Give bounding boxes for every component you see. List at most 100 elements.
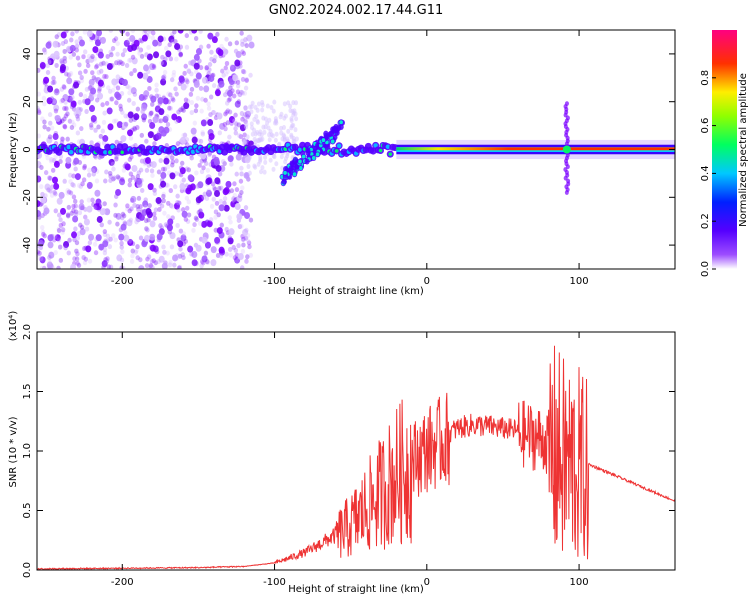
heatmap-blob — [208, 74, 215, 82]
heatmap-blob — [229, 64, 236, 72]
heatmap-blob — [201, 165, 206, 171]
heatmap-blob — [144, 138, 149, 144]
heatmap-blob — [146, 162, 151, 168]
heatmap-blob — [128, 238, 133, 244]
heatmap-blob — [135, 204, 140, 210]
heatmap-blob — [73, 166, 78, 172]
heatmap-blob — [128, 57, 133, 63]
heatmap-blob — [121, 78, 128, 86]
heatmap-blob — [39, 184, 44, 190]
heatmap-blob — [40, 191, 45, 197]
heatmap-blob — [227, 237, 232, 243]
heatmap-blob — [56, 226, 61, 232]
heatmap-blob — [94, 39, 101, 47]
heatmap-blob — [152, 187, 157, 193]
heatmap-blob — [65, 156, 72, 164]
heatmap-blob — [139, 53, 145, 59]
heatmap-blob — [95, 97, 100, 103]
heatmap-blob — [41, 231, 46, 237]
heatmap-blob — [212, 110, 217, 116]
heatmap-blob — [178, 172, 184, 178]
heatmap-blob — [167, 42, 172, 48]
heatmap-blob — [168, 188, 173, 194]
heatmap-blob — [181, 210, 188, 218]
heatmap-xtick-label: -200 — [111, 276, 134, 287]
heatmap-blob — [152, 39, 159, 47]
heatmap-blob — [43, 207, 50, 215]
heatmap-ytick-label: -20 — [22, 189, 33, 205]
heatmap-blob — [232, 118, 237, 124]
heatmap-blob — [195, 196, 202, 204]
heatmap-blob — [217, 171, 223, 177]
heatmap-blob — [291, 138, 296, 144]
heatmap-blob — [63, 99, 68, 105]
heatmap-blob — [231, 197, 236, 203]
heatmap-blob — [183, 216, 189, 222]
heatmap-blob — [262, 169, 267, 175]
heatmap-blob — [120, 52, 126, 58]
heatmap-blob — [181, 177, 186, 183]
heatmap-blob — [198, 208, 203, 214]
heatmap-blob — [237, 92, 242, 98]
heatmap-blob — [339, 120, 343, 125]
heatmap-blob — [212, 185, 217, 191]
heatmap-blob — [118, 233, 125, 241]
heatmap-blob — [93, 250, 99, 256]
heatmap-blob — [96, 36, 102, 42]
heatmap-blob — [138, 93, 145, 101]
heatmap-blob — [73, 81, 80, 89]
heatmap-blob — [240, 116, 245, 122]
heatmap-blob — [63, 245, 68, 251]
heatmap-blob — [130, 175, 136, 181]
heatmap-blob — [269, 105, 274, 111]
heatmap-blob — [107, 123, 114, 131]
heatmap-blob — [148, 244, 154, 250]
heatmap-blob — [39, 256, 46, 264]
heatmap-blob — [187, 174, 194, 182]
heatmap-blob — [58, 257, 64, 263]
heatmap-blob — [43, 76, 50, 84]
heatmap-blob — [234, 40, 240, 46]
heatmap-blob — [141, 30, 147, 35]
heatmap-blob — [63, 113, 69, 119]
heatmap-blob — [67, 72, 73, 78]
heatmap-blob — [47, 234, 54, 242]
heatmap-blob — [183, 97, 189, 103]
heatmap-blob — [189, 86, 195, 92]
heatmap-blob — [119, 265, 124, 269]
colorbar-axis: 0.0 0.2 0.4 0.6 0.8 — [700, 70, 716, 277]
heatmap-blob — [184, 137, 190, 143]
heatmap-blob — [52, 79, 57, 85]
heatmap-blob — [225, 120, 231, 126]
heatmap-blob — [77, 62, 82, 68]
heatmap-blob — [118, 76, 124, 82]
heatmap-blob — [187, 245, 194, 253]
heatmap-blob — [55, 148, 63, 156]
heatmap-blob — [144, 52, 149, 58]
heatmap-blob — [244, 211, 251, 219]
heatmap-blob — [90, 168, 96, 174]
heatmap-blob — [64, 30, 69, 34]
heatmap-blob — [89, 105, 96, 113]
snr-xtick-label: -200 — [111, 577, 134, 588]
heatmap-xtick-label: 0 — [424, 276, 430, 287]
heatmap-blob — [97, 51, 104, 59]
heatmap-blob — [191, 259, 198, 267]
heatmap-blob — [90, 197, 95, 203]
heatmap-blob — [37, 133, 42, 139]
heatmap-blob — [207, 62, 213, 68]
heatmap-blob — [178, 75, 185, 83]
heatmap-blob — [102, 73, 107, 79]
heatmap-blob — [118, 106, 124, 112]
heatmap-blob — [244, 227, 249, 233]
heatmap-blob — [138, 213, 145, 221]
heatmap-blob — [174, 158, 179, 164]
heatmap-blob — [172, 254, 179, 262]
heatmap-blob — [94, 204, 100, 210]
heatmap-blob — [185, 205, 190, 211]
heatmap-blob — [215, 87, 221, 93]
heatmap-blob — [256, 101, 261, 107]
heatmap-blob — [255, 107, 260, 113]
heatmap-blob — [41, 95, 47, 101]
heatmap-blob — [181, 231, 187, 237]
